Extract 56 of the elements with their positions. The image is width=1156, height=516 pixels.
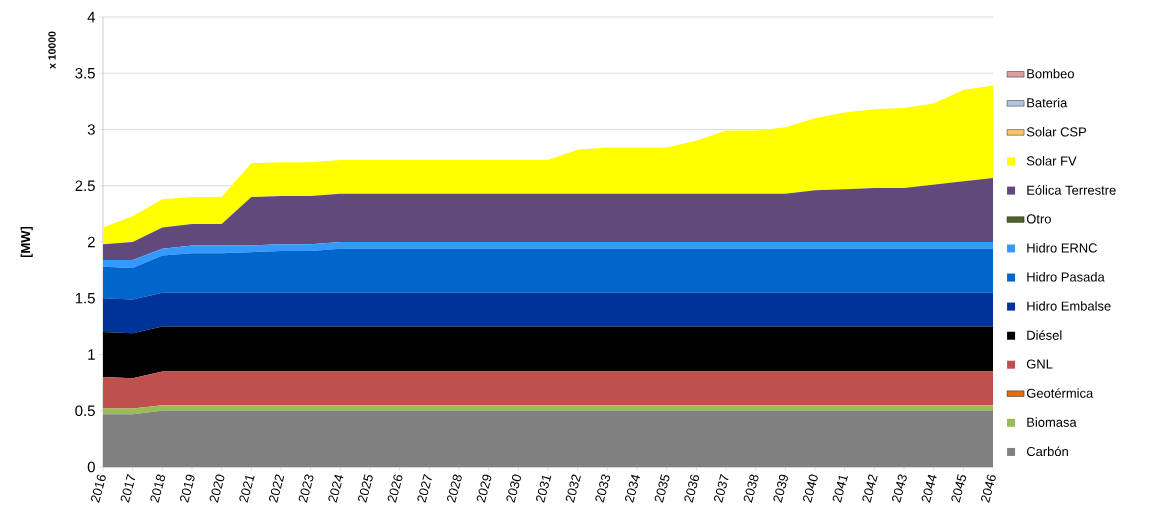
- x-tick-label: 2032: [565, 474, 581, 503]
- x-tick-label: 2034: [625, 474, 640, 503]
- x-tick-label: 2020: [209, 474, 225, 503]
- x-tick-label: 2024: [328, 474, 344, 503]
- x-tick-label: 2030: [506, 474, 522, 503]
- y-tick-label: 1.5: [75, 293, 95, 304]
- legend-label: Biomasa: [1027, 417, 1077, 427]
- x-tick-label: 2040: [803, 474, 818, 503]
- x-tick-label: 2045: [951, 474, 967, 503]
- text: x 10000: [48, 31, 56, 69]
- x-tick-label: 2036: [684, 474, 700, 503]
- legend-label: Bombeo: [1027, 68, 1074, 79]
- legend-label: Solar FV: [1026, 156, 1077, 166]
- x-tick-label: 2033: [595, 474, 611, 503]
- x-tick-label: 2029: [476, 474, 492, 503]
- legend-label: Diésel: [1027, 330, 1062, 340]
- x-tick-label: 2019: [180, 474, 195, 503]
- legend-label: Hidro Embalse: [1027, 301, 1111, 311]
- legend-label: Hidro Pasada: [1027, 272, 1105, 282]
- legend-label: Carbón: [1026, 446, 1068, 457]
- x-tick-label: 2044: [921, 474, 937, 503]
- x-tick-label: 2042: [862, 474, 878, 503]
- legend-label: Eólica Terrestre: [1027, 185, 1116, 195]
- x-tick-label: 2037: [714, 473, 729, 503]
- y-axis-title: [MW]: [20, 226, 33, 258]
- legend-label: Hidro ERNC: [1027, 243, 1097, 253]
- legend-label: Solar CSP: [1026, 126, 1087, 137]
- legend-label: Otro: [1026, 214, 1051, 224]
- legend-label: Bateria: [1027, 97, 1068, 108]
- x-tick-label: 2043: [892, 474, 907, 503]
- x-tick-label: 2023: [298, 474, 314, 503]
- y-tick-label: 3: [87, 124, 95, 135]
- x-tick-label: 2025: [358, 474, 373, 503]
- y-tick-label: 1: [88, 349, 95, 360]
- x-tick-label: 2038: [743, 474, 759, 503]
- x-tick-label: 2046: [981, 474, 996, 503]
- x-tick-label: 2039: [773, 474, 788, 503]
- y-tick-label: 2: [87, 236, 95, 248]
- legend-label: GNL: [1026, 359, 1053, 369]
- legend-label: Geotérmica: [1026, 388, 1094, 398]
- x-tick-label: 2016: [91, 474, 106, 503]
- x-tick-label: 2031: [536, 475, 552, 503]
- x-tick-label: 2028: [447, 474, 462, 503]
- y-tick-label: 0: [87, 461, 95, 473]
- x-tick-label: 2022: [269, 474, 285, 503]
- y-tick-label: 3.5: [75, 67, 95, 79]
- y-tick-label: 2.5: [75, 180, 95, 192]
- x-tick-label: 2026: [387, 474, 403, 503]
- x-tick-label: 2018: [150, 474, 166, 503]
- x-tick-label: 2021: [239, 475, 255, 503]
- y-tick-label: 4: [87, 11, 96, 23]
- x-tick-label: 2017: [120, 473, 136, 503]
- x-tick-label: 2041: [832, 475, 848, 503]
- y-tick-label: 0.5: [75, 405, 95, 417]
- x-tick-label: 2027: [417, 473, 432, 503]
- x-tick-label: 2035: [654, 474, 670, 503]
